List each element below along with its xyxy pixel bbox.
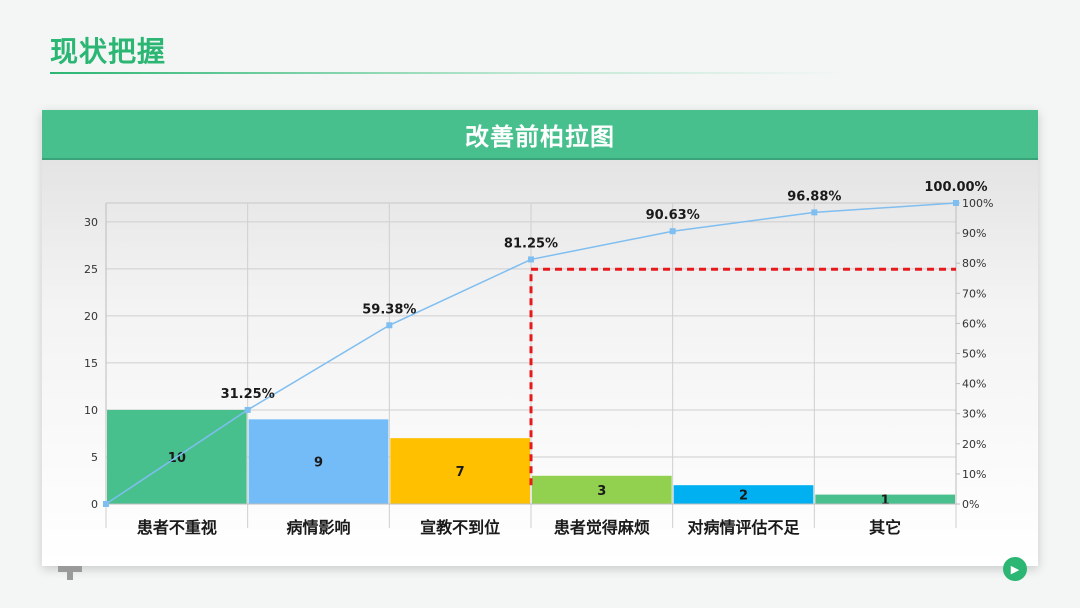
- x-category-label: 宣教不到位: [420, 518, 500, 537]
- y2-tick-label: 90%: [962, 227, 986, 240]
- y-tick-label: 25: [84, 263, 98, 276]
- bar: [390, 438, 530, 504]
- bar-value-label: 7: [456, 465, 465, 480]
- cumulative-value-label: 96.88%: [787, 189, 841, 204]
- bar-value-label: 3: [597, 484, 606, 499]
- y-tick-label: 15: [84, 357, 98, 370]
- y2-tick-label: 10%: [962, 468, 986, 481]
- title-underline: [50, 72, 850, 74]
- y-tick-label: 30: [84, 216, 98, 229]
- chart-title: 改善前柏拉图: [42, 110, 1038, 160]
- y-tick-label: 0: [91, 498, 98, 511]
- x-category-label: 患者不重视: [137, 518, 217, 537]
- y2-tick-label: 50%: [962, 348, 986, 361]
- cumulative-value-label: 81.25%: [504, 236, 558, 251]
- x-category-label: 其它: [869, 518, 901, 537]
- cumulative-point: [528, 256, 534, 263]
- bar: [673, 485, 814, 504]
- bar-value-label: 9: [314, 456, 323, 471]
- bar-value-label: 2: [739, 489, 748, 504]
- chart-area: 0 5 10 15 20 25 30 0% 10% 20% 30% 40% 50% 60% 70% 80% 90…: [42, 160, 1038, 566]
- threshold-line: [529, 267, 956, 486]
- cumulative-point: [811, 209, 818, 216]
- bar-value-label: 1: [881, 493, 890, 508]
- y2-tick-label: 0%: [962, 498, 979, 511]
- y-tick-label: 20: [84, 310, 98, 323]
- y2-tick-label: 20%: [962, 438, 986, 451]
- y2-tick-label: 80%: [962, 257, 986, 270]
- bar: [532, 475, 672, 504]
- y2-tick-label: 100%: [962, 197, 993, 210]
- page-title: 现状把握: [50, 35, 167, 68]
- cumulative-value-label: 100.00%: [924, 180, 987, 195]
- cumulative-point: [244, 406, 251, 413]
- x-category-label: 对病情评估不足: [687, 518, 800, 537]
- pareto-chart: 0 5 10 15 20 25 30 0% 10% 20% 30% 40% 50% 60% 70% 80% 90…: [84, 180, 993, 537]
- cumulative-point: [103, 501, 109, 507]
- y2-tick-label: 70%: [962, 287, 986, 300]
- cumulative-value-label: 31.25%: [221, 387, 275, 402]
- bar: [248, 419, 389, 504]
- y2-tick-label: 30%: [962, 408, 986, 421]
- chart-card: 改善前柏拉图 0 5 10 15 20 25 30 0% 10% 20% 30% 40% 50% 60% 7…: [42, 110, 1038, 566]
- cumulative-value-label: 90.63%: [646, 208, 700, 223]
- decorative-stand-icon: [58, 566, 82, 580]
- y-tick-label: 5: [91, 451, 98, 464]
- y2-tick-label: 60%: [962, 317, 986, 330]
- x-category-label: 患者觉得麻烦: [554, 518, 650, 537]
- cumulative-point: [953, 200, 959, 206]
- y2-tick-label: 40%: [962, 378, 986, 391]
- y-tick-label: 10: [84, 404, 98, 417]
- cumulative-value-label: 59.38%: [362, 302, 416, 317]
- bar: [815, 494, 955, 504]
- play-icon[interactable]: ▶: [1003, 557, 1027, 581]
- x-category-label: 病情影响: [286, 518, 350, 537]
- cumulative-point: [669, 228, 676, 235]
- cumulative-point: [386, 322, 393, 329]
